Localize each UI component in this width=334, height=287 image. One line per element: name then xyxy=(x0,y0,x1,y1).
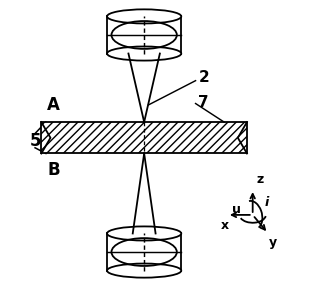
Text: x: x xyxy=(221,219,229,232)
Text: A: A xyxy=(47,96,60,114)
Text: z: z xyxy=(256,173,264,186)
Text: 7: 7 xyxy=(198,95,209,110)
Text: y: y xyxy=(269,236,277,249)
Text: u: u xyxy=(232,203,241,216)
Ellipse shape xyxy=(107,226,181,241)
Text: 2: 2 xyxy=(198,70,209,85)
Ellipse shape xyxy=(107,263,181,278)
Text: B: B xyxy=(47,161,60,179)
Bar xyxy=(107,16,181,54)
Ellipse shape xyxy=(107,46,181,61)
Bar xyxy=(41,122,247,154)
Text: i: i xyxy=(265,196,269,209)
Text: 5: 5 xyxy=(30,132,41,150)
Bar xyxy=(107,233,181,271)
Ellipse shape xyxy=(107,9,181,24)
